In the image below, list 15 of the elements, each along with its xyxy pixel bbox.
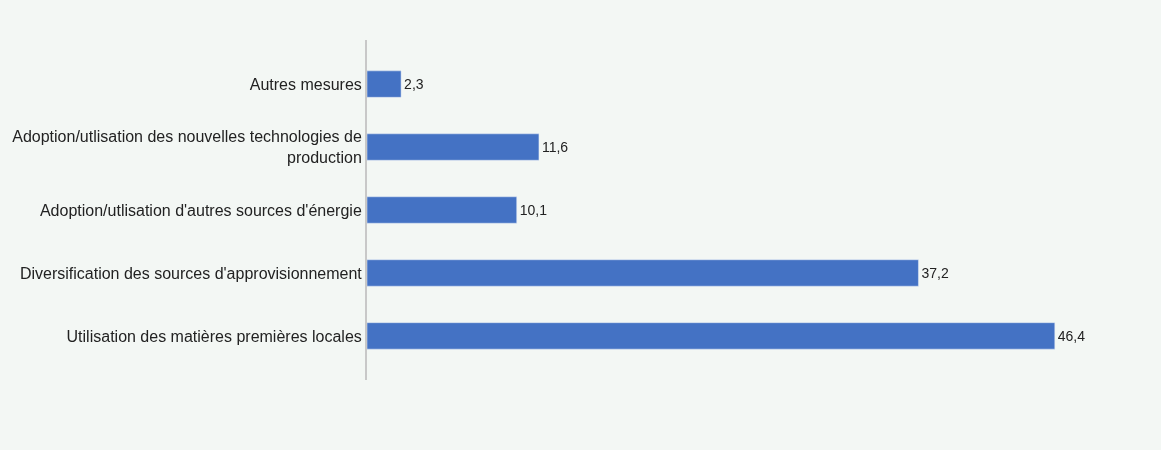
- bar: [367, 259, 919, 287]
- bar: [367, 322, 1056, 350]
- y-tick-label: Adoption/utlisation d'autres sources d'énergie: [39, 201, 362, 219]
- data-label: 46,4: [1057, 327, 1086, 344]
- data-label: 2,3: [404, 76, 424, 93]
- bar: [367, 70, 402, 98]
- y-tick-label: Autres mesures: [249, 75, 362, 93]
- bar: [367, 133, 540, 161]
- y-tick-label: Adoption/utlisation des nouvelles technologies de production: [12, 128, 362, 167]
- y-tick-label: Diversification des sources d'approvisionnement: [19, 264, 363, 282]
- data-label: 11,6: [541, 139, 569, 156]
- data-label: 10,1: [519, 202, 548, 218]
- bar: [367, 196, 517, 224]
- y-tick-label: Utilisation des matières premières locales: [66, 327, 362, 345]
- data-label: 37,2: [921, 264, 949, 281]
